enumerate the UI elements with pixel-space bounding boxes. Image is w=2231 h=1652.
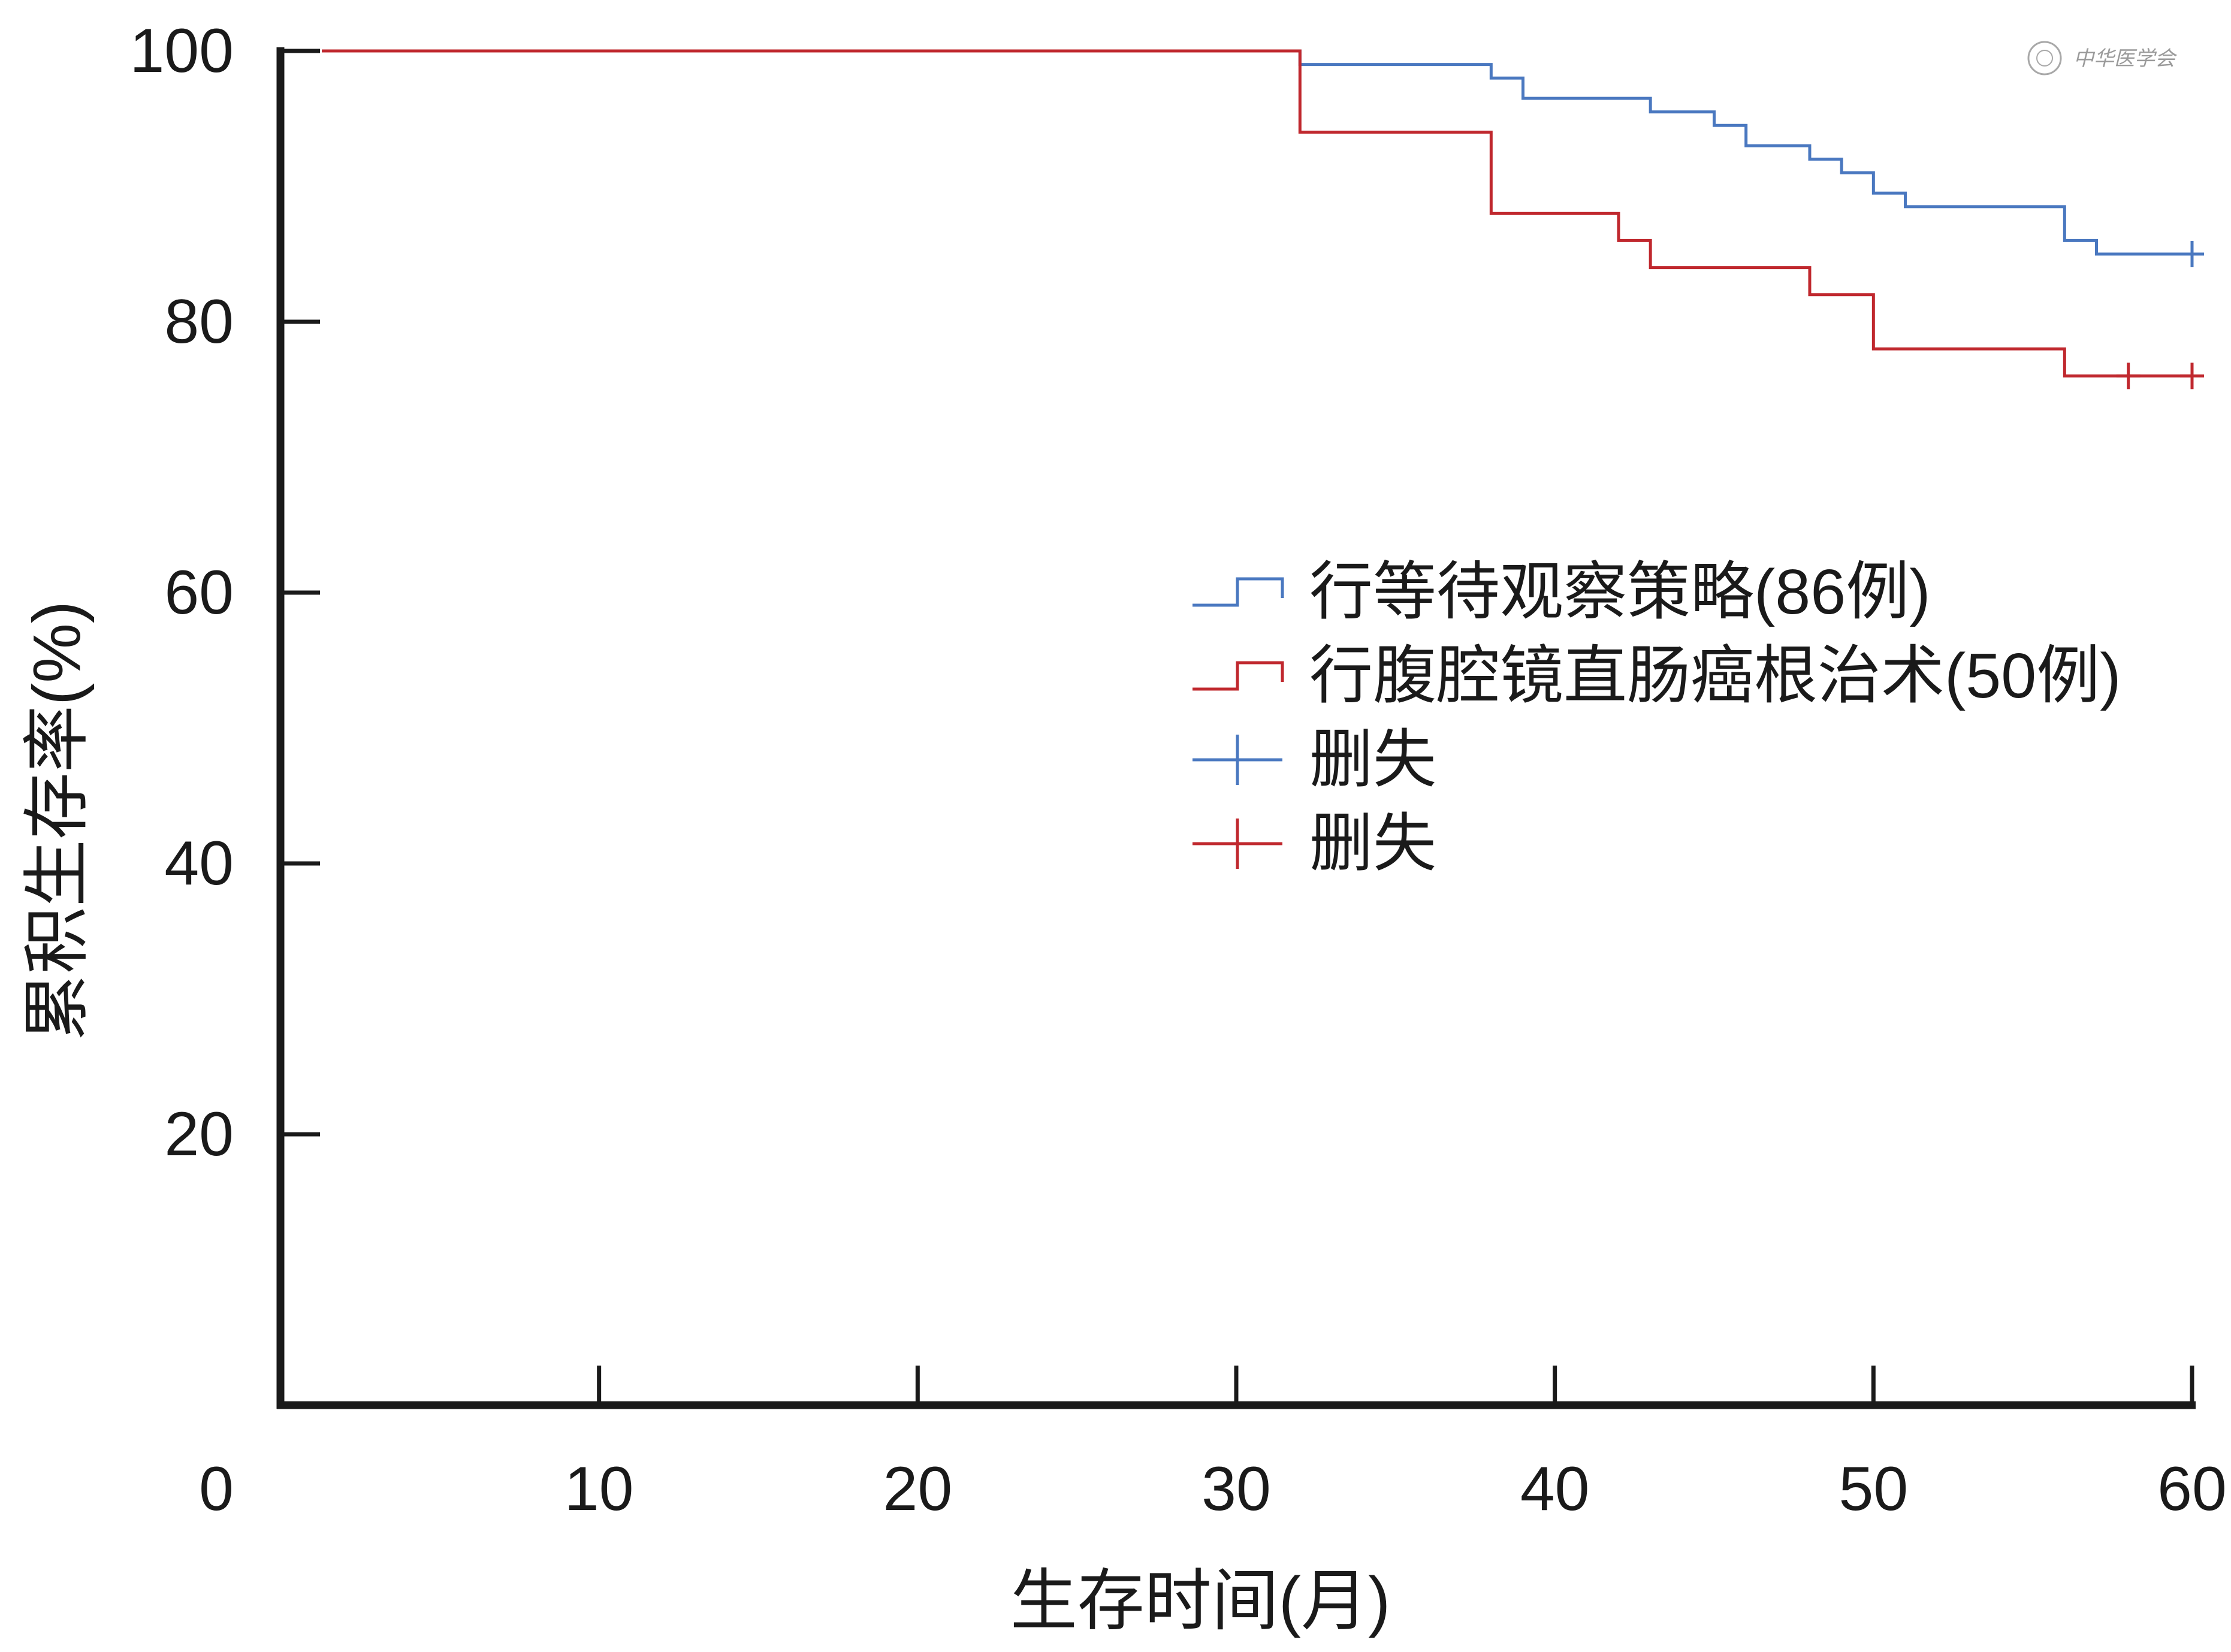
censor-mark: [2180, 363, 2204, 389]
series-line-2: [322, 49, 2192, 377]
x-tick-label: 40: [1520, 1454, 1590, 1524]
y-tick-label: 20: [164, 1100, 234, 1169]
censor-mark: [2180, 241, 2204, 267]
axes: 生存时间(月) 累积生存率(%): [20, 47, 2196, 1638]
legend-label: 行等待观察策略(86例): [1309, 557, 1931, 627]
series-lines: [322, 49, 2204, 389]
legend-swatch: [1193, 819, 1282, 869]
y-tick-label: 60: [164, 558, 234, 627]
legend-swatch: [1193, 661, 1284, 691]
watermark-seal-inner: [2036, 50, 2053, 67]
x-tick-label: 0: [199, 1454, 234, 1524]
x-tick-label: 30: [1201, 1454, 1271, 1524]
watermark: 中华医学会: [2027, 41, 2178, 75]
censor-mark: [2116, 363, 2141, 389]
legend-label: 删失: [1309, 724, 1436, 795]
legend-swatch: [1193, 735, 1282, 785]
x-tick-label: 10: [564, 1454, 634, 1524]
x-tick-label: 50: [1838, 1454, 1908, 1524]
series-line-1: [322, 49, 2192, 256]
legend-label: 删失: [1309, 808, 1436, 879]
ticks: 20 40 60 80 100 0 10 20 30 40 50 60: [129, 16, 2226, 1524]
legend-label: 行腹腔镜直肠癌根治术(50例): [1309, 641, 2121, 711]
legend-swatch: [1193, 577, 1284, 607]
y-tick-label: 40: [164, 829, 234, 898]
watermark-text: 中华医学会: [2073, 47, 2178, 70]
x-axis-title: 生存时间(月): [1010, 1563, 1391, 1638]
x-tick-label: 20: [883, 1454, 952, 1524]
y-tick-label: 100: [129, 16, 234, 86]
y-tick-label: 80: [164, 287, 234, 357]
y-axis-title: 累积生存率(%): [20, 601, 95, 1041]
watermark-seal-icon: [2027, 41, 2062, 75]
x-tick-label: 60: [2157, 1454, 2227, 1524]
